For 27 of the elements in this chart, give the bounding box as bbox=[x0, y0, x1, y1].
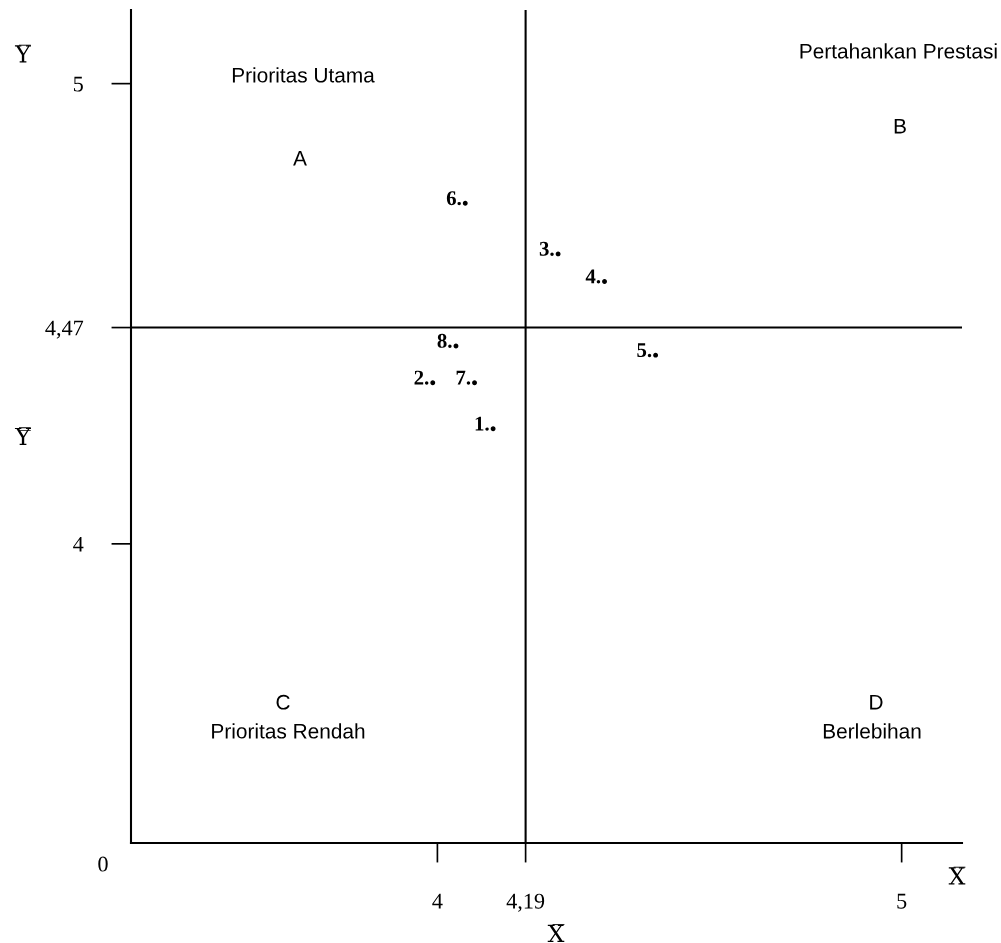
annotation: Berlebihan bbox=[823, 723, 921, 739]
y-tick-label: 4 bbox=[73, 536, 84, 552]
series-label: 1. bbox=[475, 416, 489, 431]
series-label: 4. bbox=[585, 269, 601, 284]
annotation: D bbox=[870, 695, 883, 710]
series-label: 6. bbox=[446, 191, 461, 206]
text: X̅ bbox=[948, 866, 966, 885]
x-tick-label: 5 bbox=[897, 893, 907, 909]
x-axis-title: X̅ bbox=[547, 924, 565, 942]
annotation: Pertahankan Prestasi bbox=[800, 43, 997, 59]
series-label: 7. bbox=[456, 370, 471, 385]
text: 0 bbox=[98, 856, 108, 872]
series-label: 8. bbox=[437, 333, 452, 348]
series-label: 5. bbox=[637, 343, 652, 358]
annotation: C bbox=[276, 694, 290, 710]
annotation: B bbox=[894, 119, 906, 134]
annotation: Prioritas Utama bbox=[232, 67, 375, 83]
text: Y̅ bbox=[14, 44, 31, 63]
annotation: Prioritas Rendah bbox=[212, 723, 365, 739]
y-tick-label: 5 bbox=[73, 76, 83, 92]
series-label: 2. bbox=[414, 370, 429, 385]
x-tick-label: 4 bbox=[432, 893, 443, 909]
annotation: A bbox=[293, 151, 307, 166]
x-tick-label: 4,19 bbox=[506, 893, 545, 912]
series-label: 3. bbox=[539, 241, 554, 256]
y-tick-label: 4,47 bbox=[45, 320, 84, 339]
y-axis-title: Y̿ bbox=[14, 427, 31, 446]
